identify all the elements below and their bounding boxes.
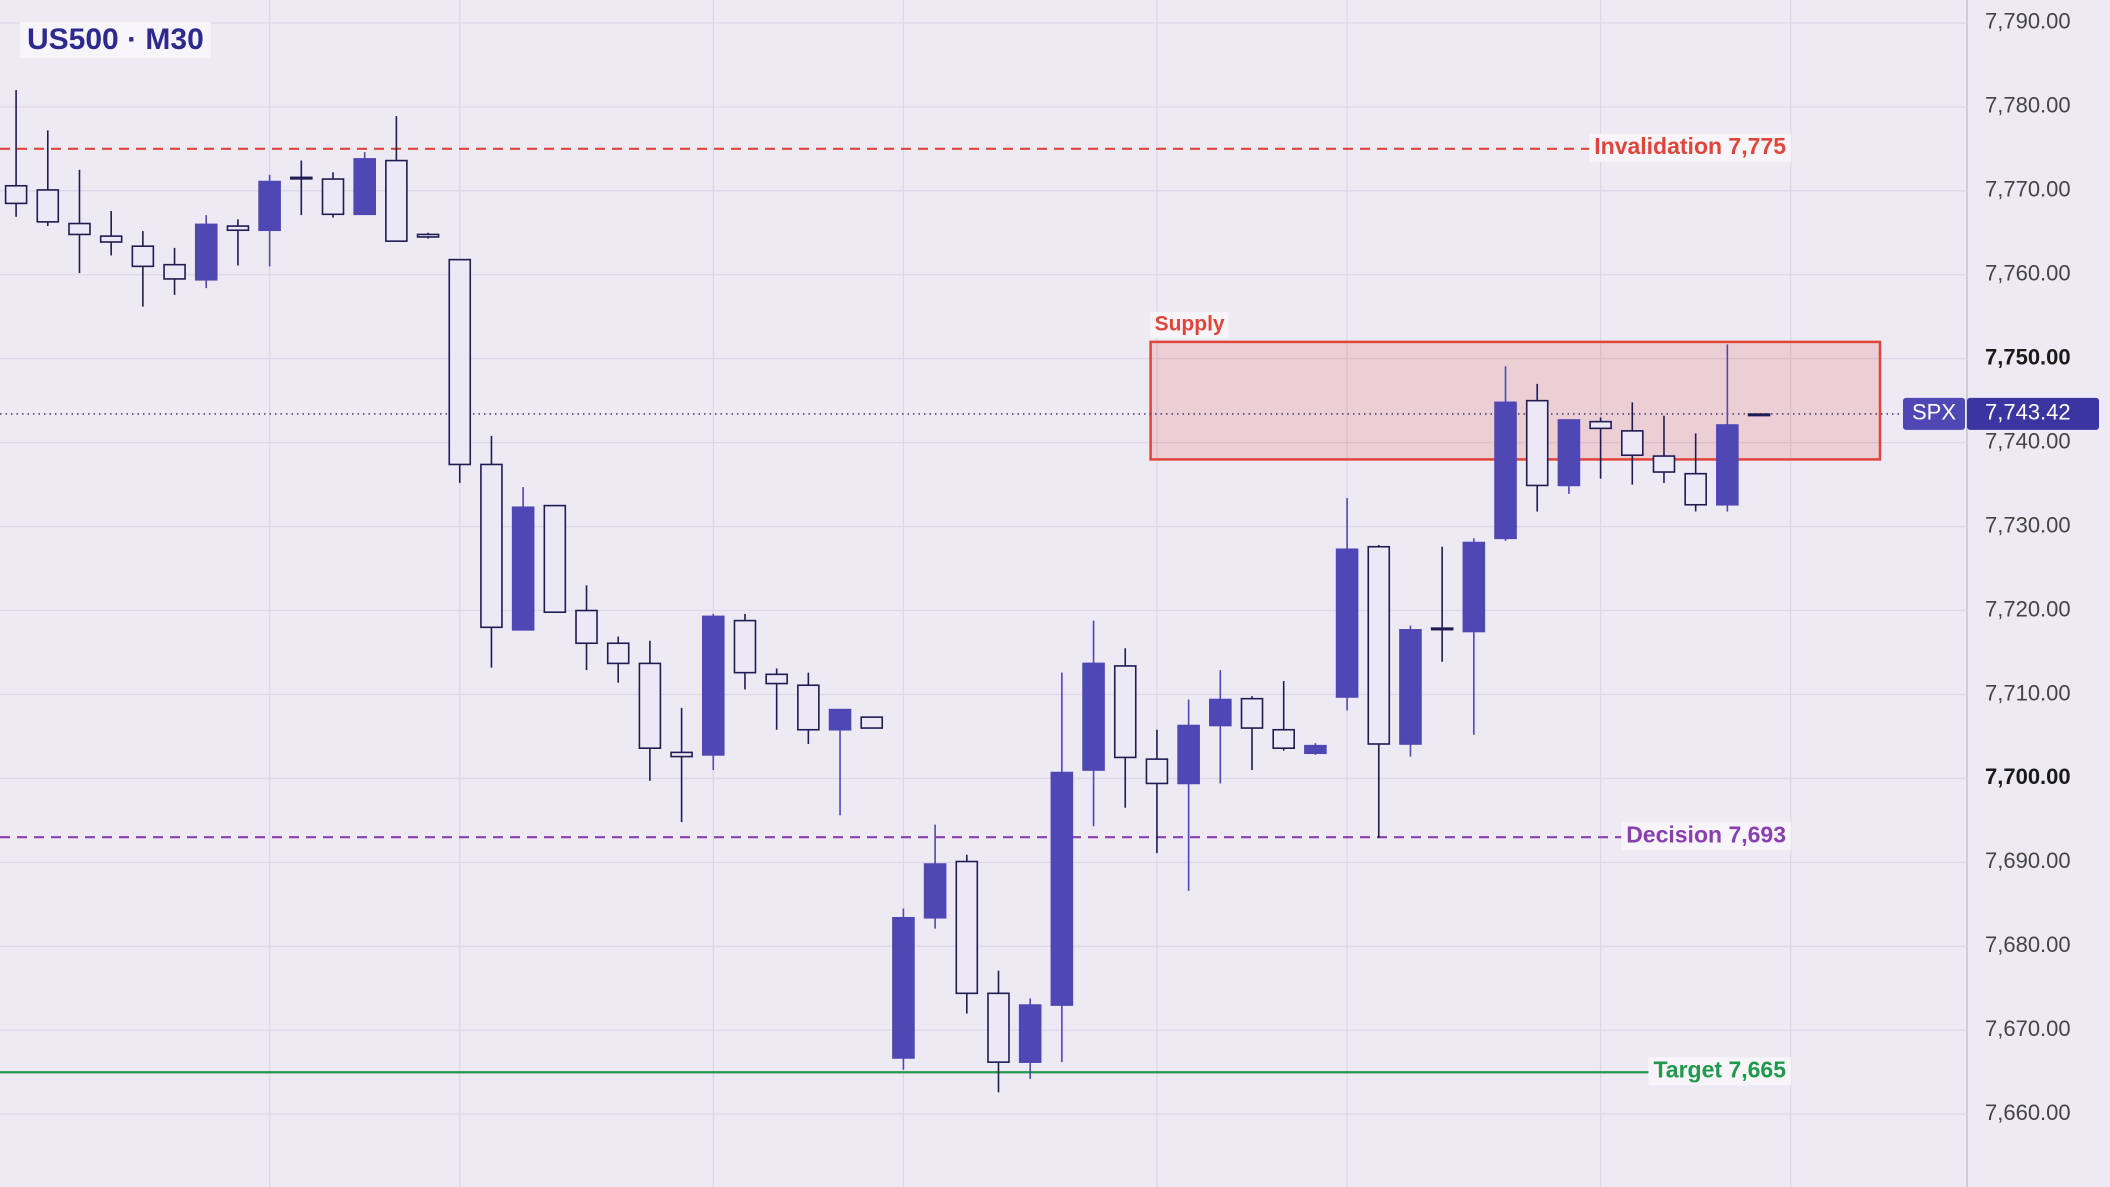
title-bg: [20, 22, 211, 58]
candle-body: [448, 258, 472, 466]
y-tick-label: 7,730.00: [1985, 512, 2071, 537]
candle-body: [1145, 758, 1169, 785]
y-tick-label: 7,790.00: [1985, 9, 2071, 34]
zone-label: Supply: [1155, 312, 1225, 335]
price-name: SPX: [1912, 400, 1956, 425]
candle-body: [892, 916, 915, 1059]
candle-body: [290, 176, 313, 180]
candle-body: [36, 189, 60, 223]
y-tick-label: 7,710.00: [1985, 680, 2071, 705]
candle-body: [99, 235, 123, 243]
candle-body: [1716, 424, 1739, 506]
zone-label-bg: [1150, 311, 1229, 338]
candle-body: [68, 222, 91, 236]
candle-body: [575, 609, 598, 645]
candle-body: [480, 463, 503, 629]
y-tick-label: 7,780.00: [1985, 93, 2071, 118]
y-tick-label: 7,680.00: [1985, 932, 2071, 957]
candle-body: [163, 263, 186, 280]
candle-body: [923, 863, 947, 919]
candle-body: [1240, 697, 1264, 729]
y-tick-label: 7,740.00: [1985, 428, 2071, 453]
price-value: 7,743.42: [1985, 400, 2071, 425]
candle-body: [511, 506, 535, 631]
candle-body: [1177, 724, 1200, 785]
candle-body: [1113, 665, 1137, 759]
candle-body: [733, 619, 757, 674]
candle-body: [606, 642, 630, 665]
candle-body: [1652, 455, 1676, 473]
candle-body: [1367, 545, 1391, 745]
y-tick-label: 7,750.00: [1985, 344, 2071, 369]
candle-body: [765, 673, 788, 685]
level-label-bg: [1648, 1057, 1791, 1086]
candle-body: [194, 223, 218, 281]
candle-body: [1018, 1004, 1042, 1063]
candle-body: [4, 184, 28, 205]
candle-body: [321, 178, 345, 216]
candle-body: [1494, 401, 1517, 540]
candle-body: [1620, 430, 1644, 457]
candle-body: [258, 180, 281, 232]
candle-body: [1272, 728, 1295, 749]
candle-body: [1430, 627, 1454, 631]
candle-body: [1335, 548, 1359, 698]
y-tick-label: 7,670.00: [1985, 1016, 2071, 1041]
candle-body: [226, 225, 250, 232]
y-tick-label: 7,760.00: [1985, 261, 2071, 286]
candle-body: [987, 992, 1010, 1063]
candle-body: [1557, 419, 1581, 487]
chart-title: US500 · M30: [27, 23, 204, 56]
candle-body: [543, 504, 567, 614]
level-label: Decision 7,693: [1626, 821, 1786, 847]
candle-body: [416, 233, 440, 238]
candle-body: [1209, 698, 1232, 727]
y-tick-label: 7,660.00: [1985, 1100, 2071, 1125]
candle-body: [1399, 629, 1422, 745]
y-tick-label: 7,700.00: [1985, 764, 2071, 789]
y-tick-label: 7,720.00: [1985, 596, 2071, 621]
level-label-bg: [1589, 133, 1791, 162]
level-label-bg: [1621, 822, 1791, 851]
price-value-box: [1967, 397, 2099, 430]
candle-body: [385, 159, 408, 242]
candle-body: [353, 158, 376, 216]
candle-body: [828, 708, 852, 731]
candle-body: [131, 245, 155, 268]
candle-body: [1304, 744, 1327, 755]
candle-body: [1050, 771, 1074, 1006]
candle-body: [1684, 472, 1707, 506]
candle-body: [670, 751, 693, 758]
y-tick-label: 7,770.00: [1985, 177, 2071, 202]
candle-body: [797, 684, 820, 731]
candle-body: [638, 662, 662, 749]
candle-body: [1082, 662, 1105, 771]
candle-body: [955, 860, 979, 995]
level-label: Target 7,665: [1653, 1056, 1786, 1082]
price-name-box: [1903, 397, 1965, 430]
candle-body: [860, 716, 884, 729]
candle-body: [1525, 399, 1549, 487]
candle-body: [1747, 413, 1771, 417]
level-label: Invalidation 7,775: [1594, 133, 1786, 159]
candle-body: [701, 615, 725, 756]
candle-body: [1462, 541, 1486, 633]
candle-body: [1589, 420, 1612, 430]
y-tick-label: 7,690.00: [1985, 848, 2071, 873]
